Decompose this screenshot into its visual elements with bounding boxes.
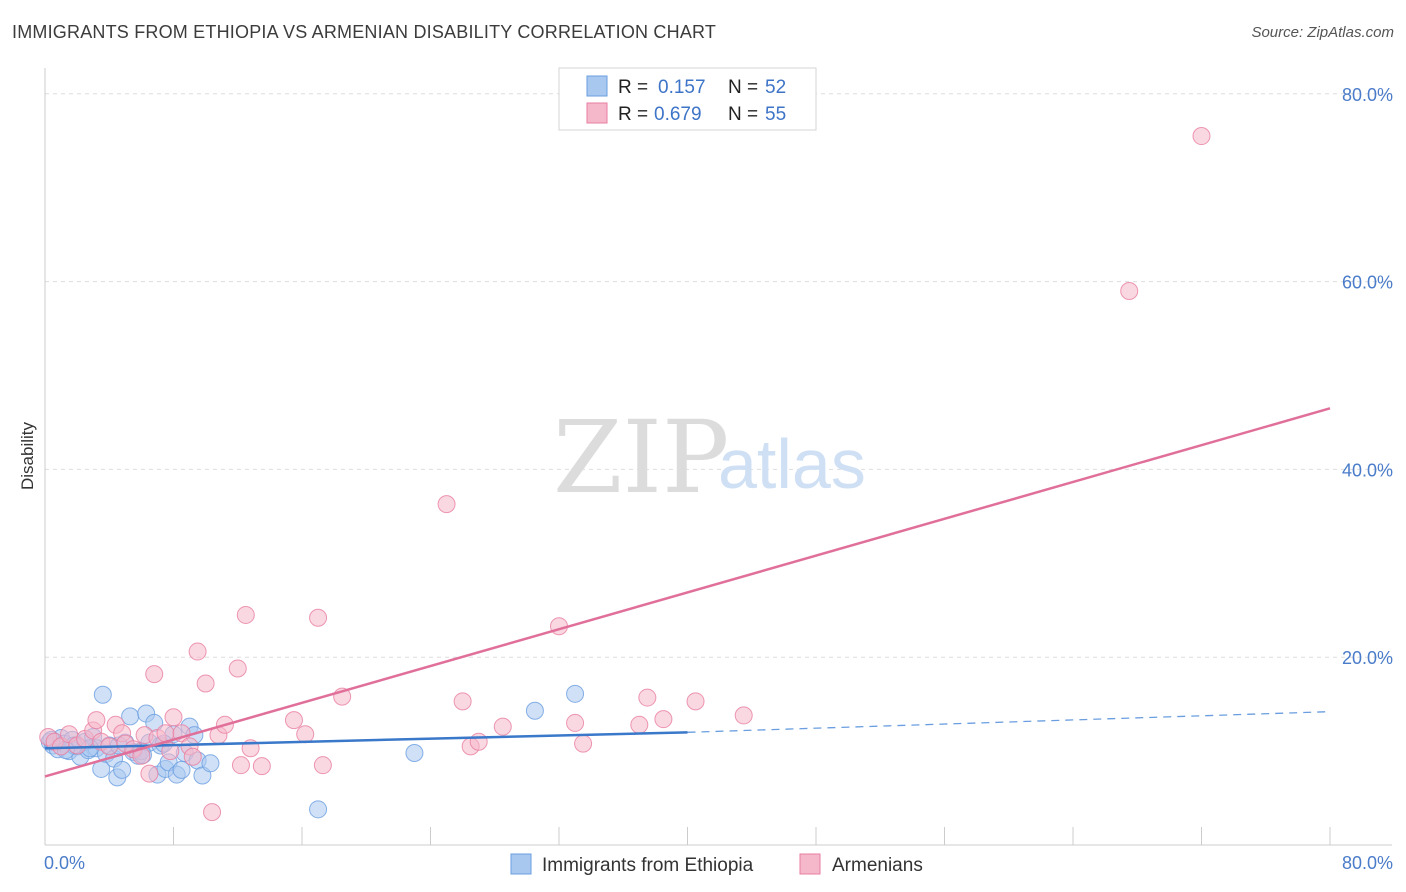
- point-armenians: [164, 708, 183, 727]
- x-tick-label-max: 80.0%: [1342, 853, 1393, 873]
- point-ethiopia: [525, 701, 544, 720]
- point-ethiopia: [566, 684, 585, 703]
- trend-lines: [44, 407, 1331, 778]
- point-ethiopia: [93, 685, 112, 704]
- trend-line-ethiopia-extension: [687, 711, 1331, 733]
- series-legend: Immigrants from Ethiopia Armenians: [510, 853, 923, 876]
- legend-r-label-1: R =: [618, 77, 648, 98]
- point-armenians: [236, 605, 255, 624]
- legend-n-label-1: N =: [728, 77, 758, 98]
- point-armenians: [1192, 127, 1211, 146]
- x-tick-label-min: 0.0%: [44, 853, 85, 873]
- point-armenians: [313, 756, 332, 775]
- point-ethiopia: [113, 760, 132, 779]
- point-armenians: [196, 674, 215, 693]
- stats-legend: R = 0.157 N = 52 R = 0.679 N = 55: [558, 67, 817, 131]
- point-armenians: [132, 746, 151, 765]
- legend-swatch-ethiopia: [586, 75, 608, 97]
- data-points: [39, 127, 1211, 822]
- gridlines: [45, 93, 1392, 658]
- point-armenians: [574, 734, 593, 753]
- trend-line-armenians: [44, 407, 1331, 778]
- point-armenians: [638, 688, 657, 707]
- source-label: Source: ZipAtlas.com: [1251, 24, 1394, 41]
- point-armenians: [686, 692, 705, 711]
- point-armenians: [1120, 281, 1139, 300]
- point-armenians: [161, 742, 180, 761]
- y-tick-label: 40.0%: [1342, 460, 1393, 480]
- point-armenians: [87, 711, 106, 730]
- point-armenians: [309, 608, 328, 627]
- point-armenians: [140, 764, 159, 783]
- point-armenians: [734, 706, 753, 725]
- point-armenians: [630, 715, 649, 734]
- point-armenians: [469, 732, 488, 751]
- axes: [44, 68, 1392, 846]
- point-armenians: [228, 659, 247, 678]
- legend-r-value-2: 0.679: [654, 104, 702, 125]
- bottom-legend-swatch-ethiopia: [510, 853, 532, 875]
- watermark-zip: ZIP: [553, 399, 729, 516]
- point-armenians: [493, 717, 512, 736]
- point-armenians: [437, 495, 456, 514]
- legend-swatch-armenians: [586, 102, 608, 124]
- point-armenians: [284, 711, 303, 730]
- watermark: ZIP atlas: [553, 399, 866, 516]
- y-axis-label: Disability: [18, 421, 37, 490]
- y-tick-label: 20.0%: [1342, 648, 1393, 668]
- point-ethiopia: [405, 743, 424, 762]
- legend-n-value-2: 55: [765, 104, 786, 125]
- tick-labels: 20.0% 40.0% 60.0% 80.0% 0.0% 80.0%: [44, 85, 1393, 873]
- point-armenians: [252, 757, 271, 776]
- point-armenians: [453, 692, 472, 711]
- point-armenians: [654, 710, 673, 729]
- point-armenians: [296, 725, 315, 744]
- point-ethiopia: [309, 800, 328, 819]
- point-armenians: [145, 665, 164, 684]
- chart-title: IMMIGRANTS FROM ETHIOPIA VS ARMENIAN DIS…: [12, 22, 717, 42]
- bottom-legend-swatch-armenians: [799, 853, 821, 875]
- bottom-legend-label-ethiopia: Immigrants from Ethiopia: [542, 855, 754, 876]
- point-ethiopia: [201, 754, 220, 773]
- point-armenians: [183, 747, 202, 766]
- point-armenians: [231, 756, 250, 775]
- y-tick-label: 60.0%: [1342, 273, 1393, 293]
- point-armenians: [566, 713, 585, 732]
- legend-n-label-2: N =: [728, 104, 758, 125]
- legend-n-value-1: 52: [765, 77, 786, 98]
- watermark-atlas: atlas: [718, 425, 866, 503]
- point-armenians: [203, 803, 222, 822]
- legend-r-value-1: 0.157: [658, 77, 706, 98]
- bottom-legend-label-armenians: Armenians: [832, 855, 923, 876]
- y-tick-label: 80.0%: [1342, 85, 1393, 105]
- legend-r-label-2: R =: [618, 104, 648, 125]
- point-armenians: [188, 642, 207, 661]
